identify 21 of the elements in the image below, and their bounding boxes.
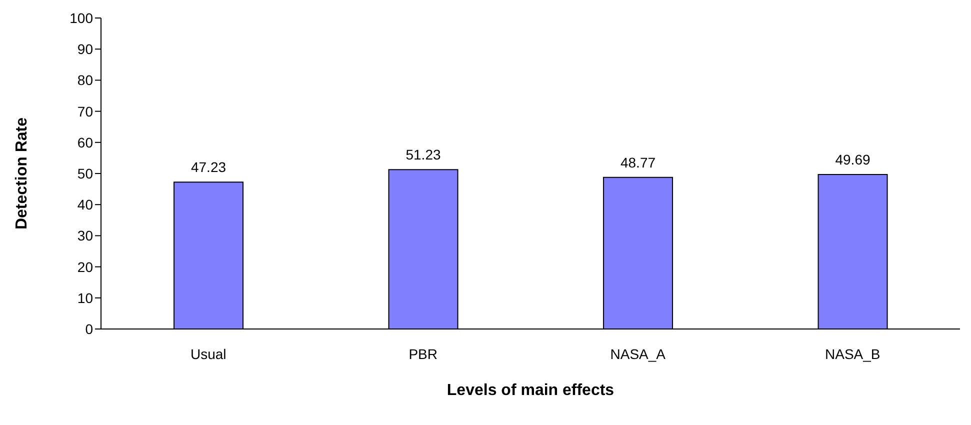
data-label: 47.23 <box>190 159 226 176</box>
x-tick-label: NASA_A <box>610 346 666 362</box>
x-tick-label: Usual <box>190 346 226 362</box>
y-tick-label: 20 <box>77 258 94 275</box>
y-tick-label: 30 <box>77 228 94 244</box>
x-tick-label: PBR <box>408 346 438 362</box>
data-label: 51.23 <box>406 146 441 163</box>
x-tick-label: NASA_B <box>825 346 880 362</box>
x-axis-title: Levels of main effects <box>446 382 614 399</box>
y-tick-label: 80 <box>77 72 94 88</box>
y-tick-label: 90 <box>77 41 94 58</box>
data-label: 49.69 <box>835 151 870 168</box>
y-tick-label: 40 <box>77 196 94 213</box>
y-axis-title: Detection Rate <box>14 117 31 230</box>
y-tick-label: 100 <box>70 10 94 26</box>
y-tick-label: 70 <box>77 103 94 120</box>
y-tick-label: 60 <box>77 134 94 150</box>
y-tick-label: 0 <box>85 320 94 337</box>
y-tick-label: 10 <box>77 290 94 306</box>
y-tick-label: 50 <box>77 165 94 182</box>
data-label: 48.77 <box>620 154 656 170</box>
